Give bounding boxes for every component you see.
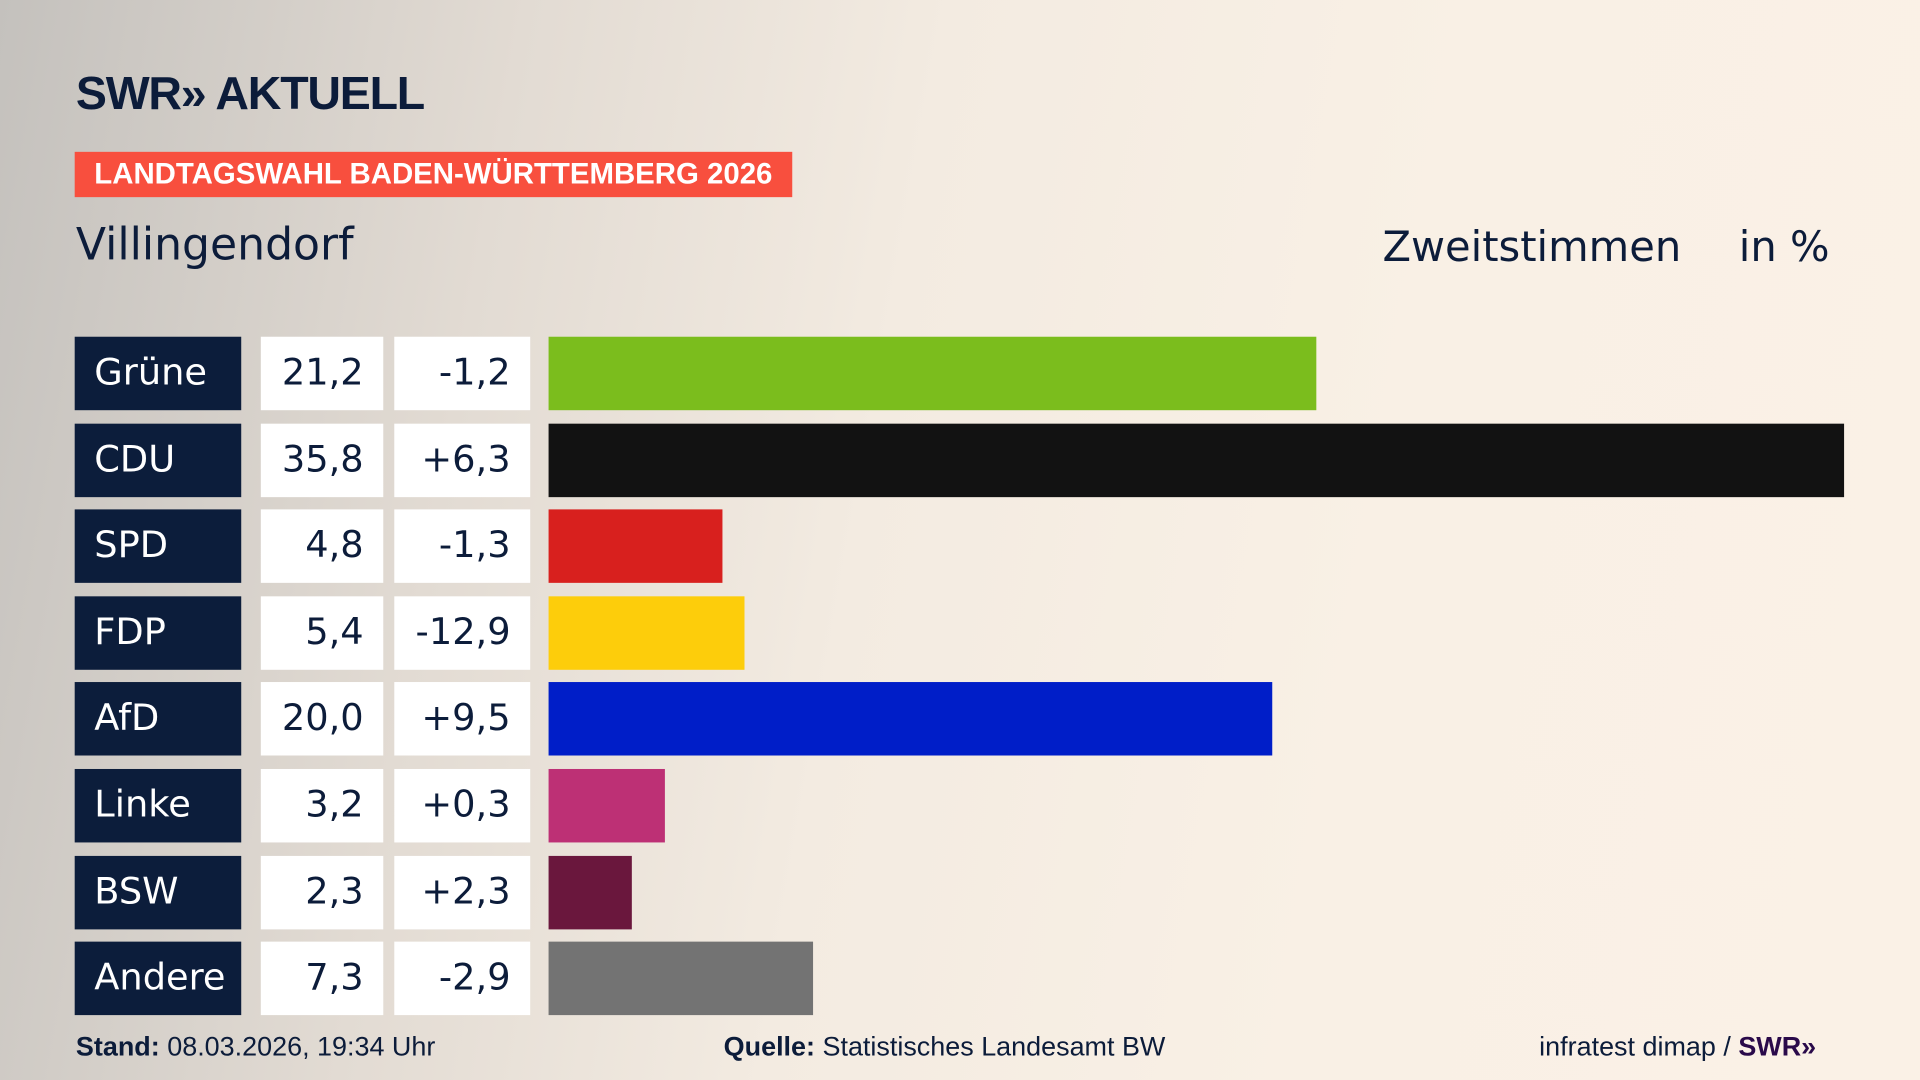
change-label: -1,2 bbox=[394, 336, 531, 411]
change-label: +9,5 bbox=[394, 682, 531, 756]
swr-aktuell-logo: SWR» AKTUELL bbox=[75, 68, 425, 121]
bar bbox=[548, 682, 1273, 756]
quelle-label: Quelle: bbox=[723, 1031, 815, 1062]
change-label: -1,3 bbox=[394, 509, 531, 584]
change-label: +6,3 bbox=[394, 423, 531, 497]
bar bbox=[548, 941, 813, 1016]
change-label: -12,9 bbox=[394, 596, 531, 670]
value-label: 20,0 bbox=[260, 682, 384, 756]
quelle-value: Statistisches Landesamt BW bbox=[822, 1031, 1166, 1062]
value-label: 21,2 bbox=[260, 336, 384, 411]
value-label: 35,8 bbox=[260, 423, 384, 497]
bar bbox=[548, 596, 744, 670]
place-title: Villingendorf bbox=[75, 220, 354, 271]
change-label: +2,3 bbox=[394, 855, 531, 929]
bar bbox=[548, 509, 723, 584]
party-label: AfD bbox=[74, 682, 242, 756]
measure-label: Zweitstimmen bbox=[1382, 222, 1682, 272]
quelle: Quelle: Statistisches Landesamt BW bbox=[724, 1031, 1166, 1063]
change-label: +0,3 bbox=[394, 768, 531, 843]
value-label: 2,3 bbox=[260, 855, 384, 929]
credit-text: infratest dimap / bbox=[1539, 1031, 1739, 1062]
party-label: FDP bbox=[74, 596, 242, 670]
stand-label: Stand: bbox=[75, 1031, 160, 1062]
value-label: 5,4 bbox=[260, 596, 384, 670]
party-label: BSW bbox=[74, 855, 242, 929]
value-label: 4,8 bbox=[260, 509, 384, 584]
party-label: SPD bbox=[74, 509, 242, 584]
party-label: Linke bbox=[74, 768, 242, 843]
election-banner: LANDTAGSWAHL BADEN-WÜRTTEMBERG 2026 bbox=[74, 151, 792, 198]
party-label: Andere bbox=[74, 941, 242, 1016]
party-label: CDU bbox=[74, 423, 242, 497]
value-label: 7,3 bbox=[260, 941, 384, 1016]
bar bbox=[548, 423, 1845, 497]
swr-logo: SWR» bbox=[1738, 1031, 1817, 1062]
stand: Stand: 08.03.2026, 19:34 Uhr bbox=[76, 1031, 435, 1063]
party-label: Grüne bbox=[74, 336, 242, 411]
unit-label: in % bbox=[1738, 222, 1830, 272]
value-label: 3,2 bbox=[260, 768, 384, 843]
change-label: -2,9 bbox=[394, 941, 531, 1016]
bar bbox=[548, 768, 665, 843]
bar bbox=[548, 336, 1316, 411]
credit: infratest dimap / SWR» bbox=[1539, 1031, 1816, 1063]
bar bbox=[548, 855, 632, 929]
stand-value: 08.03.2026, 19:34 Uhr bbox=[167, 1031, 436, 1062]
